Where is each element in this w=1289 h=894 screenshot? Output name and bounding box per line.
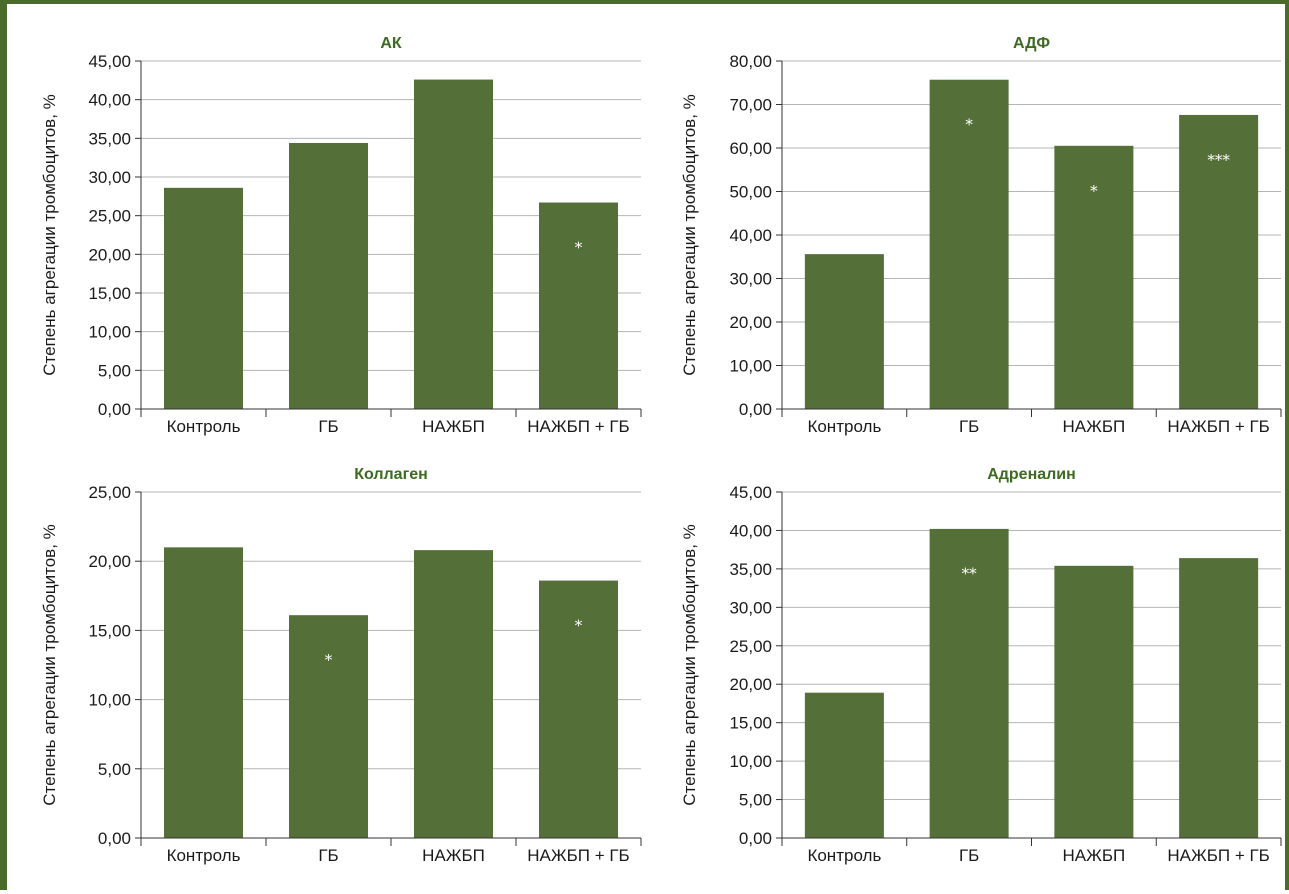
y-tick-label: 20,00 xyxy=(88,552,131,571)
bar xyxy=(929,528,1009,838)
y-tick-label: 35,00 xyxy=(729,560,772,579)
y-tick-label: 35,00 xyxy=(88,129,131,148)
chart-title: Адреналин xyxy=(987,466,1076,483)
bar xyxy=(289,142,368,409)
bar xyxy=(414,79,493,409)
significance-mark: * xyxy=(325,651,333,669)
y-tick-label: 20,00 xyxy=(88,245,131,264)
x-tick-label: Контроль xyxy=(167,417,241,436)
bar xyxy=(1179,114,1259,409)
y-tick-label: 40,00 xyxy=(729,226,772,245)
x-tick-label: НАЖБП xyxy=(422,417,485,436)
y-axis-label: Степень агрегации тромбоцитов, % xyxy=(40,94,59,376)
y-tick-label: 30,00 xyxy=(88,168,131,187)
y-tick-label: 5,00 xyxy=(98,760,131,779)
x-tick-label: НАЖБП + ГБ xyxy=(1167,846,1269,865)
y-tick-label: 40,00 xyxy=(729,521,772,540)
bar xyxy=(164,547,243,838)
y-tick-label: 0,00 xyxy=(98,829,131,848)
bar xyxy=(804,692,884,838)
y-tick-label: 60,00 xyxy=(729,139,772,158)
x-tick-label: ГБ xyxy=(318,846,338,865)
y-tick-label: 10,00 xyxy=(88,323,131,342)
y-tick-label: 15,00 xyxy=(88,284,131,303)
significance-mark: * xyxy=(575,616,583,634)
chart-title: АК xyxy=(380,35,402,52)
bar xyxy=(1054,565,1134,838)
chart-collagen: Коллаген Степень агрегации тромбоцитов, %… xyxy=(40,466,642,865)
y-tick-label: 0,00 xyxy=(739,829,772,848)
y-tick-label: 10,00 xyxy=(729,752,772,771)
bar xyxy=(539,580,618,838)
y-tick-label: 50,00 xyxy=(729,183,772,202)
y-tick-label: 5,00 xyxy=(98,361,131,380)
significance-mark: * xyxy=(575,239,583,257)
y-tick-label: 10,00 xyxy=(88,691,131,710)
x-tick-label: НАЖБП + ГБ xyxy=(1167,417,1269,436)
x-tick-label: Контроль xyxy=(807,417,881,436)
chart-ak: АК Степень агрегации тромбоцитов, % 0,00 5,… xyxy=(40,35,642,436)
bar xyxy=(164,187,243,409)
bar xyxy=(539,202,618,409)
y-tick-label: 20,00 xyxy=(729,313,772,332)
y-axis-label: Степень агрегации тромбоцитов, % xyxy=(40,524,59,806)
x-tick-label: Контроль xyxy=(807,846,881,865)
x-tick-label: НАЖБП xyxy=(1063,846,1126,865)
y-tick-label: 10,00 xyxy=(729,357,772,376)
bar xyxy=(929,79,1009,409)
y-tick-label: 45,00 xyxy=(729,483,772,502)
y-tick-label: 40,00 xyxy=(88,91,131,110)
bar xyxy=(289,615,368,838)
chart-title: Коллаген xyxy=(354,466,428,483)
chart-title: АДФ xyxy=(1013,35,1050,52)
significance-mark: *** xyxy=(1207,151,1230,169)
x-tick-label: НАЖБП xyxy=(422,846,485,865)
y-tick-label: 80,00 xyxy=(729,52,772,71)
x-tick-label: Контроль xyxy=(167,846,241,865)
x-tick-label: НАЖБП xyxy=(1063,417,1126,436)
bar xyxy=(1179,558,1259,838)
x-tick-label: ГБ xyxy=(959,846,979,865)
y-tick-label: 30,00 xyxy=(729,270,772,289)
y-tick-label: 20,00 xyxy=(729,675,772,694)
y-tick-label: 70,00 xyxy=(729,96,772,115)
bar xyxy=(1054,145,1134,409)
x-tick-label: НАЖБП + ГБ xyxy=(527,846,629,865)
chart-adf: АДФ Степень агрегации тромбоцитов, % 0,00 1… xyxy=(680,35,1282,436)
y-tick-label: 25,00 xyxy=(88,207,131,226)
bar xyxy=(414,550,493,838)
y-tick-label: 25,00 xyxy=(729,637,772,656)
y-tick-label: 45,00 xyxy=(88,52,131,71)
y-axis-label: Степень агрегации тромбоцитов, % xyxy=(680,94,699,376)
y-tick-label: 15,00 xyxy=(88,621,131,640)
y-tick-label: 0,00 xyxy=(98,400,131,419)
significance-mark: ** xyxy=(962,565,978,583)
bar xyxy=(804,254,884,409)
y-tick-label: 30,00 xyxy=(729,598,772,617)
significance-mark: * xyxy=(1090,182,1098,200)
y-tick-label: 0,00 xyxy=(739,400,772,419)
x-tick-label: ГБ xyxy=(318,417,338,436)
x-tick-label: ГБ xyxy=(959,417,979,436)
y-tick-label: 5,00 xyxy=(739,791,772,810)
y-tick-label: 25,00 xyxy=(88,483,131,502)
y-tick-label: 15,00 xyxy=(729,714,772,733)
x-tick-label: НАЖБП + ГБ xyxy=(527,417,629,436)
y-axis-label: Степень агрегации тромбоцитов, % xyxy=(680,524,699,806)
significance-mark: * xyxy=(965,116,973,134)
chart-adrenaline: Адреналин Степень агрегации тромбоцитов, … xyxy=(680,466,1282,865)
